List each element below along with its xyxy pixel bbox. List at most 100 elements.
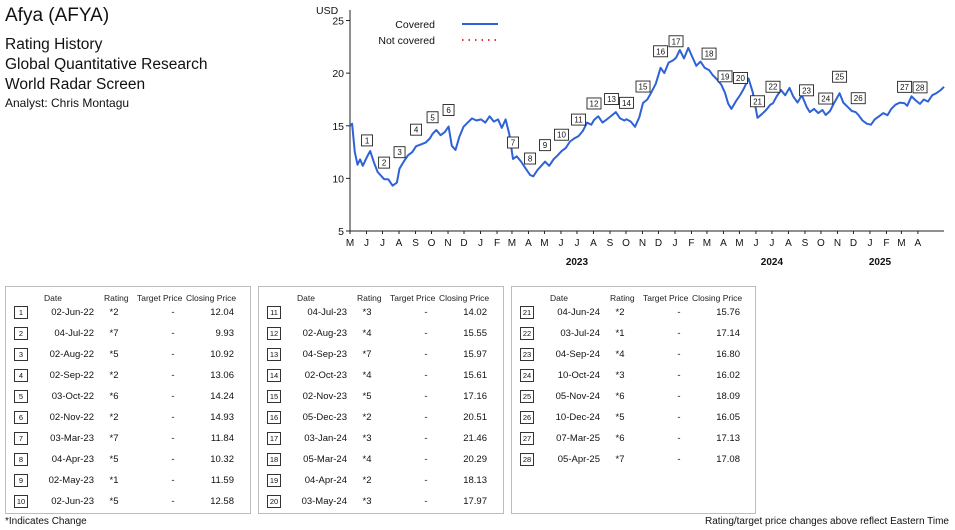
rating-marker-label: 14 [622, 99, 631, 108]
row-rating: *6 [109, 391, 119, 402]
row-date: 02-May-23 [48, 475, 94, 486]
row-rating: *6 [615, 391, 625, 402]
x-month-label: J [364, 238, 369, 249]
rating-marker-box [750, 95, 765, 108]
row-target: - [677, 307, 681, 318]
table-row: 21 04-Jun-24 *2 - 15.76 [512, 304, 755, 322]
header-date: Date [297, 293, 315, 303]
row-number: 16 [267, 411, 281, 424]
row-rating: *3 [362, 496, 372, 507]
row-date: 05-Mar-24 [303, 454, 347, 465]
rating-marker-box [850, 92, 866, 105]
legend-not-covered-label: Not covered [378, 35, 435, 47]
row-close: 11.59 [210, 475, 234, 486]
rating-marker-label: 10 [557, 131, 566, 140]
row-close: 21.46 [463, 433, 487, 444]
row-rating: *6 [615, 433, 625, 444]
rating-marker-box [765, 80, 781, 93]
rating-marker-box [701, 47, 717, 60]
rating-marker-box [378, 156, 391, 169]
row-date: 02-Jun-22 [51, 307, 94, 318]
x-year-label: 2024 [761, 257, 784, 268]
x-month-label: J [558, 238, 563, 249]
rating-marker-label: 24 [821, 95, 830, 104]
rating-marker-label: 13 [607, 95, 616, 104]
rating-marker-box [668, 35, 684, 48]
row-date: 02-Sep-22 [49, 370, 94, 381]
row-number: 1 [14, 306, 28, 319]
row-number: 5 [14, 390, 28, 403]
table-row: 22 03-Jul-24 *1 - 17.14 [512, 325, 755, 343]
row-rating: *4 [615, 349, 625, 360]
x-month-label: J [574, 238, 579, 249]
rating-marker-label: 5 [430, 113, 435, 122]
table-row: 6 02-Nov-22 *2 - 14.93 [6, 409, 250, 427]
rating-marker-label: 1 [365, 136, 370, 145]
row-target: - [677, 454, 681, 465]
rating-marker-label: 12 [590, 99, 599, 108]
row-number: 4 [14, 369, 28, 382]
row-rating: *4 [362, 454, 372, 465]
row-number: 9 [14, 474, 28, 487]
row-rating: *4 [362, 370, 372, 381]
x-month-label: F [494, 238, 500, 249]
row-close: 15.76 [716, 307, 740, 318]
row-number: 22 [520, 327, 534, 340]
row-target: - [424, 370, 428, 381]
row-date: 02-Nov-23 [302, 391, 347, 402]
row-date: 02-Nov-22 [49, 412, 94, 423]
table-header: Date Rating Target Price Closing Price [512, 293, 755, 305]
row-number: 21 [520, 306, 534, 319]
row-target: - [424, 433, 428, 444]
rating-marker-box [799, 84, 815, 97]
row-rating: *3 [362, 433, 372, 444]
rating-marker-box [912, 81, 928, 94]
row-close: 17.13 [716, 433, 740, 444]
table-row: 20 03-May-24 *3 - 17.97 [259, 493, 503, 511]
rating-table-2: Date Rating Target Price Closing Price 11 04-… [258, 286, 504, 514]
x-month-label: J [769, 238, 774, 249]
table-row: 28 05-Apr-25 *7 - 17.08 [512, 451, 755, 469]
x-month-label: A [525, 238, 532, 249]
row-number: 25 [520, 390, 534, 403]
rating-marker-label: 18 [705, 50, 714, 59]
row-rating: *7 [615, 454, 625, 465]
row-target: - [171, 328, 175, 339]
table-row: 18 05-Mar-24 *4 - 20.29 [259, 451, 503, 469]
x-month-label: M [703, 238, 711, 249]
row-number: 10 [14, 495, 28, 508]
y-axis-label: USD [316, 5, 339, 17]
header-target: Target Price [643, 293, 689, 303]
row-close: 16.80 [716, 349, 740, 360]
row-close: 15.61 [463, 370, 487, 381]
subtitle-screen: World Radar Screen [5, 76, 146, 93]
row-date: 02-Aug-22 [49, 349, 94, 360]
rating-marker-box [653, 45, 669, 58]
rating-marker-box [361, 134, 373, 147]
row-target: - [677, 391, 681, 402]
row-rating: *5 [362, 391, 372, 402]
table-row: 12 02-Aug-23 *4 - 15.55 [259, 325, 503, 343]
row-close: 14.02 [463, 307, 487, 318]
row-target: - [171, 475, 175, 486]
rating-marker-box [571, 113, 586, 126]
row-date: 10-Oct-24 [557, 370, 600, 381]
row-close: 14.24 [210, 391, 234, 402]
row-rating: *2 [362, 412, 372, 423]
rating-marker-label: 6 [446, 106, 451, 115]
series-covered-line [349, 46, 945, 187]
table-row: 15 02-Nov-23 *5 - 17.16 [259, 388, 503, 406]
rating-marker-box [818, 92, 834, 105]
x-month-label: M [897, 238, 905, 249]
y-tick-label: 20 [332, 68, 344, 80]
row-target: - [677, 370, 681, 381]
x-month-label: J [753, 238, 758, 249]
rating-marker-label: 26 [854, 94, 863, 103]
row-date: 02-Jun-23 [51, 496, 94, 507]
row-target: - [424, 391, 428, 402]
rating-marker-label: 11 [574, 116, 583, 125]
footnote-eastern-time: Rating/target price changes above reflec… [704, 516, 949, 527]
y-tick-label: 25 [332, 16, 344, 28]
row-target: - [171, 496, 175, 507]
